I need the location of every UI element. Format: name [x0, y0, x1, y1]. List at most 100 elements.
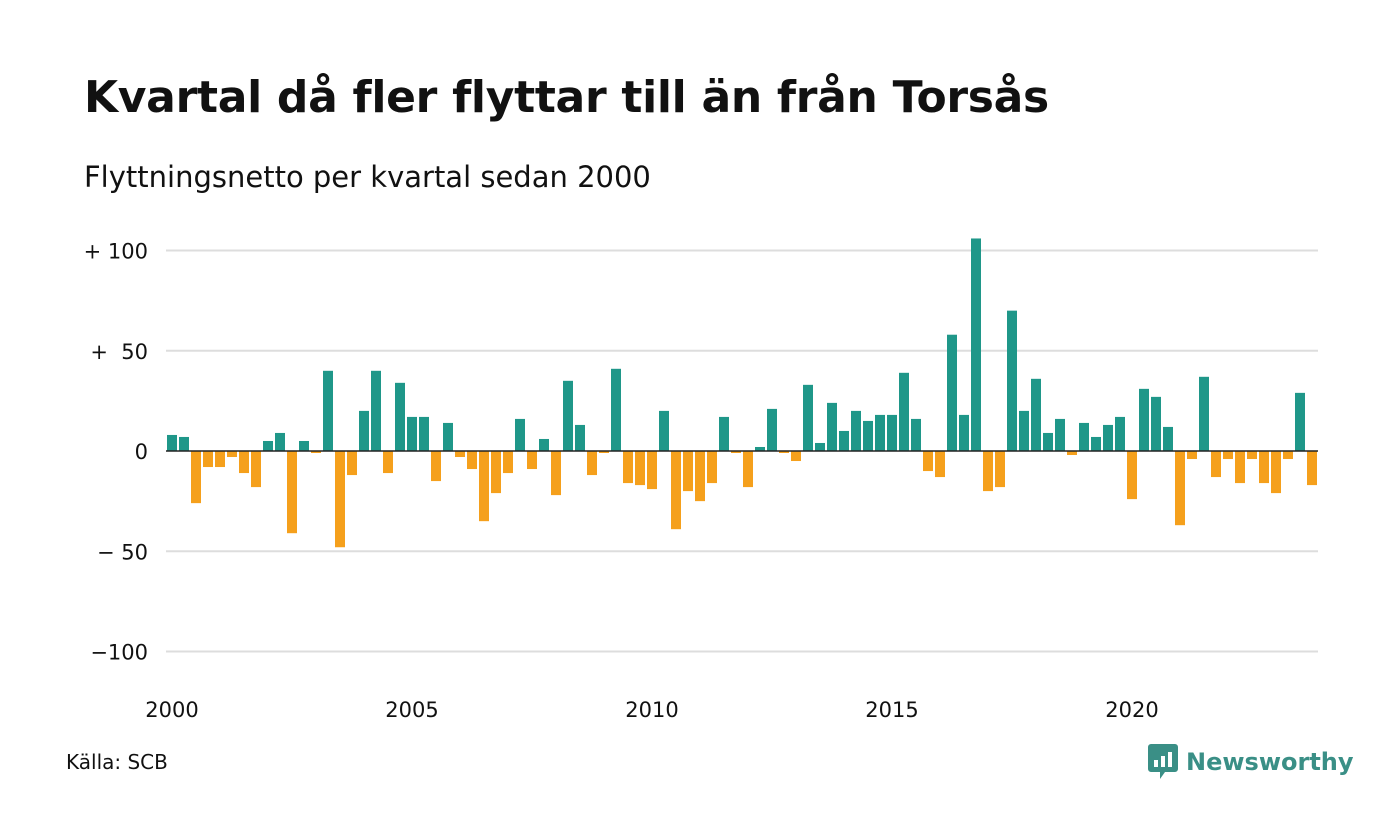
source-note: Källa: SCB [66, 750, 168, 774]
x-tick-label: 2020 [1105, 698, 1158, 722]
bar [455, 451, 465, 458]
y-axis-ticks: + 100 + 50 0 − 50 −100 [84, 240, 148, 665]
x-tick-label: 2010 [625, 698, 678, 722]
x-tick-label: 2015 [865, 698, 918, 722]
bar [695, 451, 705, 502]
bar [683, 451, 693, 492]
bar [371, 370, 381, 451]
bar [1007, 310, 1017, 451]
bar [731, 451, 741, 453]
bar [971, 238, 981, 451]
bar [1247, 451, 1257, 460]
bar [1211, 451, 1221, 478]
bar [743, 451, 753, 488]
bar [767, 408, 777, 451]
bar [167, 434, 177, 451]
bar [227, 451, 237, 458]
x-tick-label: 2000 [145, 698, 198, 722]
bar [803, 384, 813, 451]
bar [479, 451, 489, 522]
bar [791, 451, 801, 462]
bar [1199, 376, 1209, 451]
bar [671, 451, 681, 530]
bar [359, 410, 369, 451]
bar [887, 414, 897, 451]
bar [335, 451, 345, 548]
x-tick-label: 2005 [385, 698, 438, 722]
bar [839, 430, 849, 451]
bar [323, 370, 333, 451]
bar [1055, 418, 1065, 451]
bar [1175, 451, 1185, 526]
brand-name: Newsworthy [1186, 748, 1354, 776]
bar [875, 414, 885, 451]
bar [635, 451, 645, 486]
bar [431, 451, 441, 482]
bar [215, 451, 225, 468]
bar [1079, 422, 1089, 451]
bar [1139, 388, 1149, 451]
bar [1283, 451, 1293, 460]
bar [1235, 451, 1245, 484]
bar [311, 451, 321, 453]
bar [1151, 396, 1161, 451]
y-tick-label: + 100 [84, 240, 148, 264]
bar [287, 451, 297, 534]
bar [779, 451, 789, 453]
bar [1259, 451, 1269, 484]
bar [1163, 426, 1173, 451]
bar [863, 420, 873, 451]
bar [443, 422, 453, 451]
bar [707, 451, 717, 484]
bar [1223, 451, 1233, 460]
bar [191, 451, 201, 504]
bar [1091, 436, 1101, 451]
bar [1295, 392, 1305, 451]
bar [911, 418, 921, 451]
bar [539, 438, 549, 451]
y-tick-label: + 50 [90, 340, 148, 364]
bar [239, 451, 249, 474]
bar [347, 451, 357, 476]
bar [383, 451, 393, 474]
bar [395, 382, 405, 451]
bar [995, 451, 1005, 488]
bar [1307, 451, 1317, 486]
bar [299, 440, 309, 451]
chart-subtitle: Flyttningsnetto per kvartal sedan 2000 [84, 160, 651, 194]
bar [1115, 416, 1125, 452]
bar [203, 451, 213, 468]
chart-title: Kvartal då fler flyttar till än från Tor… [84, 72, 1049, 123]
bar [599, 451, 609, 453]
bar [659, 410, 669, 451]
x-axis-ticks: 2000 2005 2010 2015 2020 [145, 698, 1158, 722]
bar [1031, 378, 1041, 451]
bar [959, 414, 969, 451]
bars [167, 238, 1317, 548]
bar [923, 451, 933, 472]
y-tick-label: −100 [90, 641, 148, 665]
bar [527, 451, 537, 470]
bar [1187, 451, 1197, 460]
bar [647, 451, 657, 490]
bar [983, 451, 993, 492]
bar [611, 368, 621, 451]
bar [1103, 424, 1113, 451]
bar [575, 424, 585, 451]
bar [1043, 432, 1053, 451]
bar [827, 402, 837, 451]
bar [947, 334, 957, 451]
bar [563, 380, 573, 451]
bar [275, 432, 285, 451]
brand-logo: Newsworthy [1148, 744, 1354, 780]
bar [419, 416, 429, 452]
bar [251, 451, 261, 488]
y-tick-label: − 50 [97, 540, 148, 564]
bar [851, 410, 861, 451]
bar [503, 451, 513, 474]
bar [491, 451, 501, 494]
bar [623, 451, 633, 484]
bar [179, 436, 189, 451]
bar [1067, 451, 1077, 456]
